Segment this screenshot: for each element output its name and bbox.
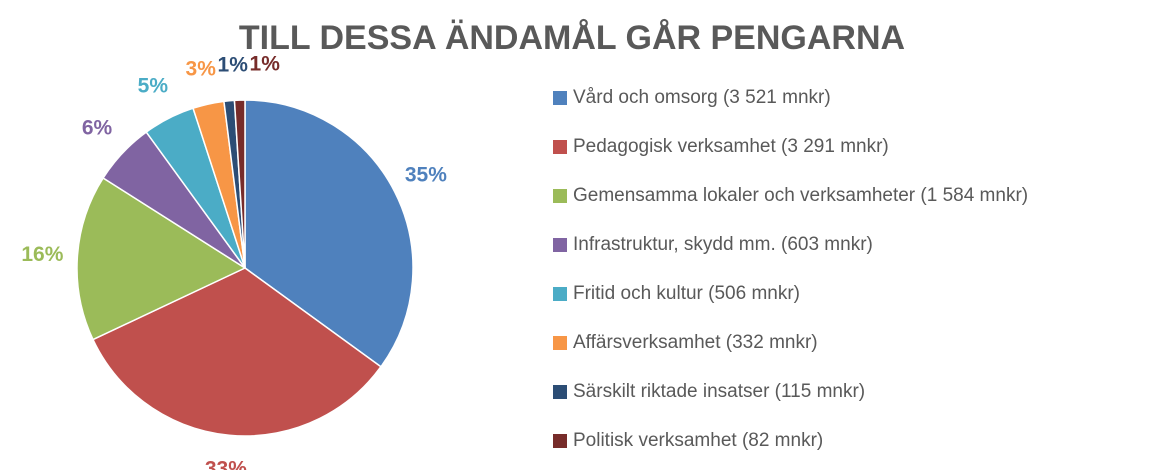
pie-slice xyxy=(91,267,382,437)
legend-label: Vård och omsorg (3 521 mnkr) xyxy=(573,87,831,108)
legend-swatch xyxy=(553,91,567,105)
legend-swatch xyxy=(553,189,567,203)
legend-swatch xyxy=(553,336,567,350)
data-label: 33% xyxy=(205,458,247,470)
pie-slice xyxy=(76,176,247,341)
legend-swatch xyxy=(553,385,567,399)
legend-label: Gemensamma lokaler och verksamheter (1 5… xyxy=(573,185,1028,206)
legend-label: Pedagogisk verksamhet (3 291 mnkr) xyxy=(573,136,889,157)
chart-title: TILL DESSA ÄNDAMÅL GÅR PENGARNA xyxy=(239,19,905,57)
data-label: 1% xyxy=(218,53,249,76)
pie-slice xyxy=(233,99,246,269)
data-label: 3% xyxy=(186,57,217,80)
legend-label: Infrastruktur, skydd mm. (603 mnkr) xyxy=(573,234,873,255)
pie-slice xyxy=(244,99,414,368)
data-label: 5% xyxy=(138,75,169,98)
legend-label: Affärsverksamhet (332 mnkr) xyxy=(573,332,818,353)
legend-label: Särskilt riktade insatser (115 mnkr) xyxy=(573,381,865,402)
legend-swatch xyxy=(553,434,567,448)
data-label: 6% xyxy=(82,117,113,140)
data-label: 1% xyxy=(250,53,281,76)
legend-swatch xyxy=(553,238,567,252)
data-label: 16% xyxy=(21,243,63,266)
legend-label: Fritid och kultur (506 mnkr) xyxy=(573,283,800,304)
legend-swatch xyxy=(553,287,567,301)
legend-swatch xyxy=(553,140,567,154)
legend-label: Politisk verksamhet (82 mnkr) xyxy=(573,430,823,451)
data-label: 35% xyxy=(405,163,447,186)
